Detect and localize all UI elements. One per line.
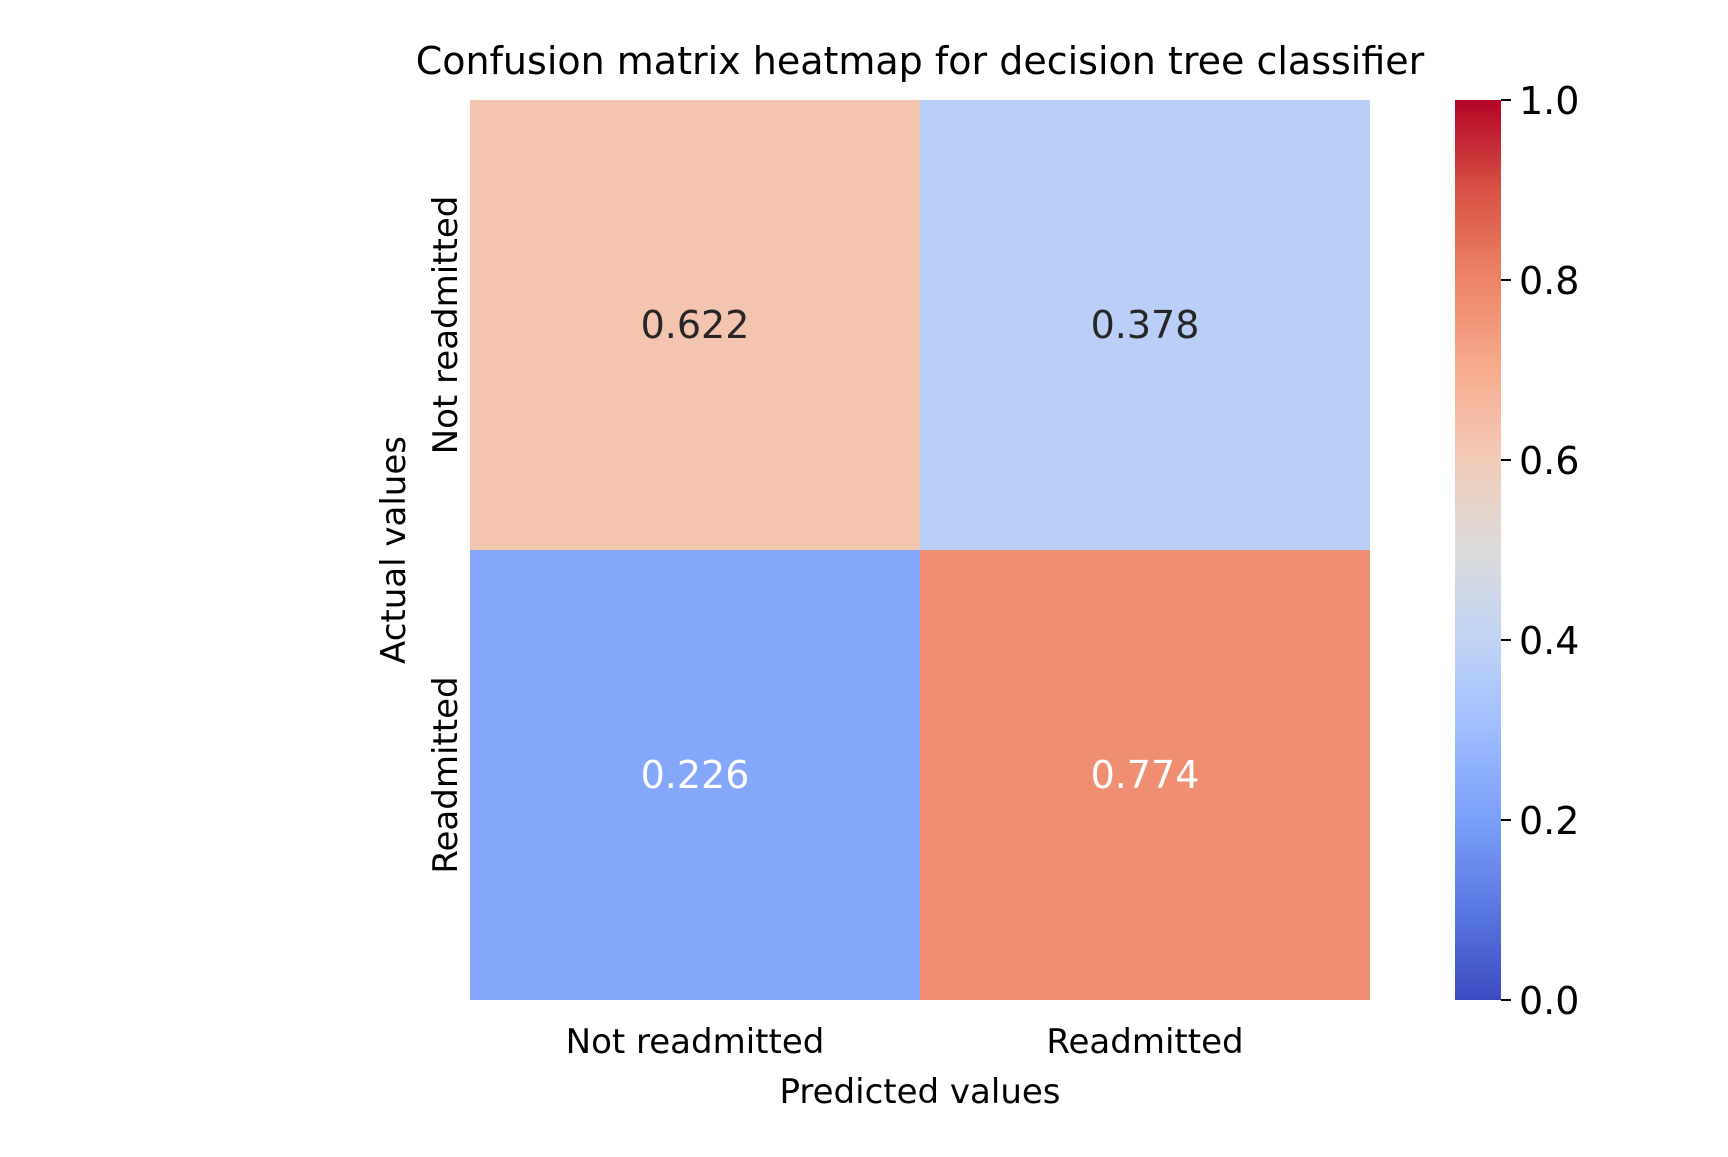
colorbar-tick-label: 0.2: [1519, 799, 1579, 843]
chart-title: Confusion matrix heatmap for decision tr…: [416, 39, 1425, 83]
cell-value-label: 0.774: [1091, 753, 1200, 797]
colorbar-tick-label: 0.4: [1519, 619, 1579, 663]
colorbar: [1455, 100, 1501, 1000]
heatmap-cells: [470, 100, 1370, 1000]
x-tick-label: Not readmitted: [566, 1022, 825, 1062]
colorbar-tick-label: 0.6: [1519, 439, 1579, 483]
colorbar-tick-label: 0.8: [1519, 259, 1579, 303]
cell-value-label: 0.378: [1091, 303, 1200, 347]
x-axis-label: Predicted values: [780, 1072, 1061, 1112]
y-axis-label: Actual values: [374, 436, 414, 664]
cell-value-label: 0.226: [641, 753, 750, 797]
heatmap-cell-r0-c1: [920, 100, 1370, 550]
y-axis-ticks: Not readmitted Readmitted: [426, 196, 466, 874]
heatmap-cell-r1-c0: [470, 550, 920, 1000]
y-tick-label: Readmitted: [426, 676, 466, 873]
heatmap-cell-r1-c1: [920, 550, 1370, 1000]
x-tick-label: Readmitted: [1046, 1022, 1243, 1062]
colorbar-ticks: 0.0 0.2 0.4 0.6 0.8 1.0: [1501, 79, 1579, 1023]
x-axis-ticks: Not readmitted Readmitted: [566, 1022, 1244, 1062]
cell-value-label: 0.622: [641, 303, 750, 347]
colorbar-tick-label: 0.0: [1519, 979, 1579, 1023]
colorbar-tick-label: 1.0: [1519, 79, 1579, 123]
heatmap-cell-labels: 0.622 0.378 0.226 0.774: [641, 303, 1200, 797]
heatmap-cell-r0-c0: [470, 100, 920, 550]
y-tick-label: Not readmitted: [426, 196, 466, 455]
